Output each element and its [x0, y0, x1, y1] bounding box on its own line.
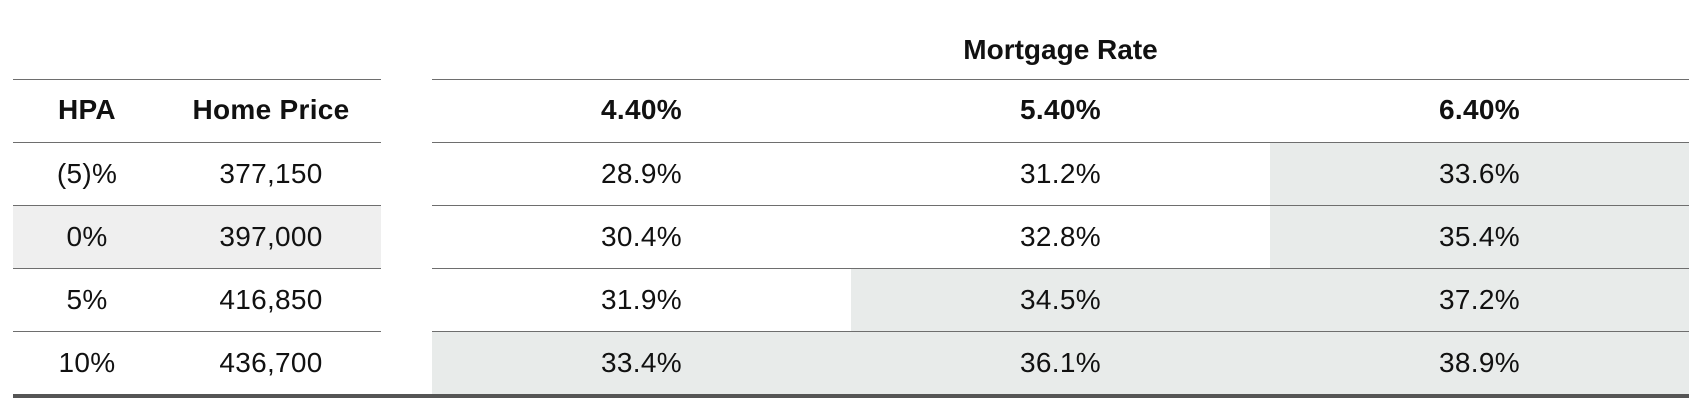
hpa-cell: 10% [58, 347, 116, 378]
mortgage-rate-header: Mortgage Rate [963, 34, 1158, 65]
value-cell: 28.9% [601, 158, 682, 189]
highlight-row-fill [13, 206, 381, 268]
value-cell: 37.2% [1439, 284, 1520, 315]
rule-right [432, 142, 1689, 143]
rule-top-right [432, 79, 1689, 80]
rule-left [13, 205, 381, 206]
column-header-home-price: Home Price [192, 94, 350, 125]
value-cell: 33.4% [601, 347, 682, 378]
rule-left [13, 331, 381, 332]
column-header-rate: 6.40% [1439, 94, 1520, 125]
shaded-cell [432, 332, 851, 394]
value-cell: 30.4% [601, 221, 682, 252]
shaded-cell [1270, 269, 1689, 331]
rule-right [432, 268, 1689, 269]
shaded-cell [1270, 143, 1689, 205]
home-price-cell: 416,850 [219, 284, 323, 315]
value-cell: 34.5% [1020, 284, 1101, 315]
column-header-rate: 5.40% [1020, 94, 1101, 125]
rule-top-left [13, 79, 381, 80]
rule-left [13, 142, 381, 143]
value-cell: 36.1% [1020, 347, 1101, 378]
value-cell: 31.9% [601, 284, 682, 315]
hpa-cell: (5)% [56, 158, 118, 189]
value-cell: 32.8% [1020, 221, 1101, 252]
shaded-cell [1270, 332, 1689, 394]
shaded-cell [851, 269, 1270, 331]
shaded-cell [851, 332, 1270, 394]
rule-right [432, 331, 1689, 332]
home-price-cell: 397,000 [219, 221, 323, 252]
hpa-cell: 5% [66, 284, 108, 315]
value-cell: 33.6% [1439, 158, 1520, 189]
rule-right [432, 205, 1689, 206]
value-cell: 35.4% [1439, 221, 1520, 252]
home-price-cell: 436,700 [219, 347, 323, 378]
shaded-cell [1270, 206, 1689, 268]
column-header-hpa: HPA [58, 94, 116, 125]
value-cell: 31.2% [1020, 158, 1101, 189]
column-header-rate: 4.40% [601, 94, 682, 125]
value-cell: 38.9% [1439, 347, 1520, 378]
rule-bottom [13, 394, 1689, 398]
home-price-cell: 377,150 [219, 158, 323, 189]
hpa-cell: 0% [66, 221, 108, 252]
rule-left [13, 268, 381, 269]
